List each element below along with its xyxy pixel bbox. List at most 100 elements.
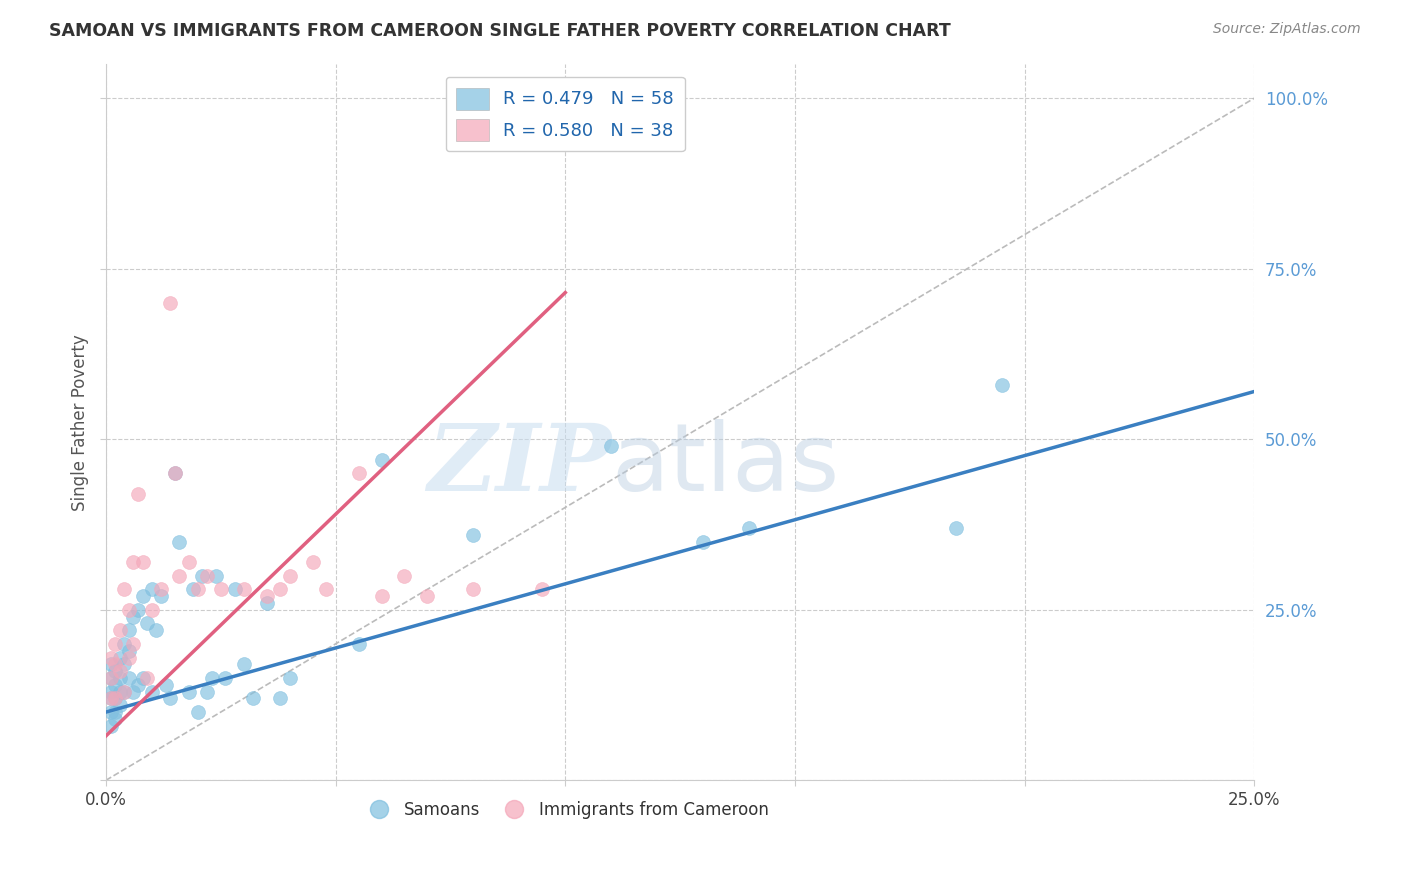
Point <box>150 582 173 597</box>
Point <box>141 603 163 617</box>
Point <box>100 691 122 706</box>
Point <box>108 698 131 713</box>
Point <box>195 684 218 698</box>
Point <box>738 521 761 535</box>
Point <box>127 487 149 501</box>
Point <box>131 589 153 603</box>
Point <box>112 684 135 698</box>
Point <box>112 684 135 698</box>
Point <box>531 582 554 597</box>
Point <box>108 684 131 698</box>
Point <box>177 555 200 569</box>
Point <box>256 589 278 603</box>
Point <box>256 596 278 610</box>
Point <box>394 568 416 582</box>
Point <box>100 684 122 698</box>
Text: Source: ZipAtlas.com: Source: ZipAtlas.com <box>1213 22 1361 37</box>
Point <box>104 691 127 706</box>
Point <box>315 582 337 597</box>
Point <box>112 637 135 651</box>
Point <box>209 582 232 597</box>
Point <box>100 719 122 733</box>
Point <box>100 650 122 665</box>
Point <box>104 664 127 678</box>
Point <box>169 568 191 582</box>
Point <box>242 691 264 706</box>
Point <box>112 657 135 672</box>
Point <box>187 582 209 597</box>
Point <box>108 624 131 638</box>
Point <box>122 637 145 651</box>
Point <box>100 671 122 685</box>
Point <box>141 684 163 698</box>
Legend: Samoans, Immigrants from Cameroon: Samoans, Immigrants from Cameroon <box>356 795 775 826</box>
Point <box>232 582 254 597</box>
Point <box>118 624 141 638</box>
Point <box>990 377 1012 392</box>
Point <box>122 684 145 698</box>
Text: SAMOAN VS IMMIGRANTS FROM CAMEROON SINGLE FATHER POVERTY CORRELATION CHART: SAMOAN VS IMMIGRANTS FROM CAMEROON SINGL… <box>49 22 950 40</box>
Point <box>104 691 127 706</box>
Point <box>181 582 204 597</box>
Point <box>269 582 291 597</box>
Point <box>108 671 131 685</box>
Point <box>278 568 301 582</box>
Y-axis label: Single Father Poverty: Single Father Poverty <box>72 334 89 510</box>
Point <box>416 589 439 603</box>
Point <box>463 582 485 597</box>
Point <box>100 657 122 672</box>
Point <box>131 555 153 569</box>
Point <box>347 637 370 651</box>
Point <box>945 521 967 535</box>
Point <box>104 712 127 726</box>
Point <box>301 555 323 569</box>
Point <box>163 467 186 481</box>
Point <box>150 589 173 603</box>
Point <box>104 678 127 692</box>
Point <box>205 568 228 582</box>
Point <box>169 534 191 549</box>
Point <box>214 671 236 685</box>
Point <box>104 705 127 719</box>
Point <box>159 295 181 310</box>
Point <box>224 582 246 597</box>
Point <box>163 467 186 481</box>
Point <box>104 637 127 651</box>
Point <box>136 671 159 685</box>
Text: atlas: atlas <box>612 419 839 511</box>
Point <box>191 568 214 582</box>
Point <box>370 589 392 603</box>
Point <box>118 603 141 617</box>
Point <box>100 691 122 706</box>
Point <box>100 705 122 719</box>
Point <box>269 691 291 706</box>
Point <box>118 671 141 685</box>
Point <box>127 678 149 692</box>
Point <box>155 678 177 692</box>
Point <box>118 643 141 657</box>
Point <box>145 624 167 638</box>
Point <box>108 650 131 665</box>
Text: ZIP: ZIP <box>427 420 612 510</box>
Point <box>141 582 163 597</box>
Point <box>112 582 135 597</box>
Point <box>187 705 209 719</box>
Point <box>278 671 301 685</box>
Point <box>122 609 145 624</box>
Point <box>100 671 122 685</box>
Point <box>118 650 141 665</box>
Point <box>104 657 127 672</box>
Point <box>232 657 254 672</box>
Point <box>122 555 145 569</box>
Point <box>127 603 149 617</box>
Point <box>159 691 181 706</box>
Point <box>347 467 370 481</box>
Point <box>370 452 392 467</box>
Point <box>131 671 153 685</box>
Point <box>463 527 485 541</box>
Point <box>108 664 131 678</box>
Point <box>136 616 159 631</box>
Point <box>200 671 222 685</box>
Point <box>600 439 623 453</box>
Point <box>195 568 218 582</box>
